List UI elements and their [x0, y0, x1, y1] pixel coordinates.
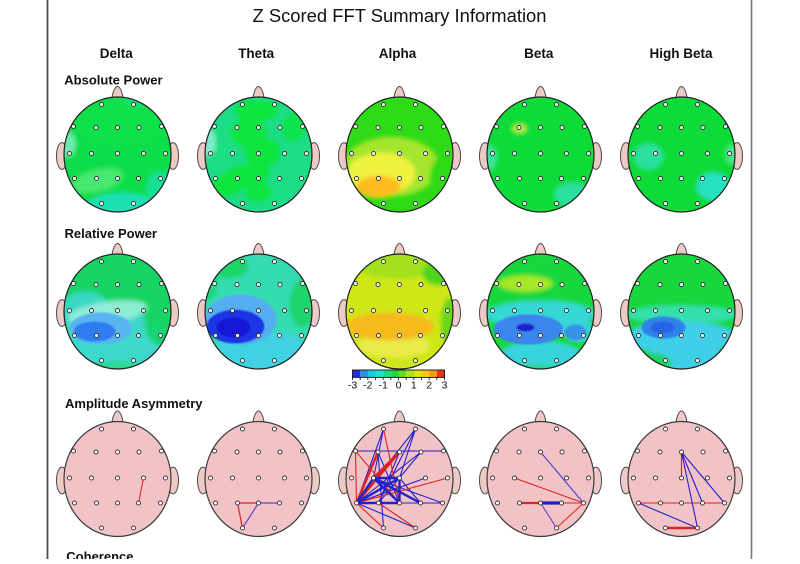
svg-text:High Beta: High Beta: [649, 46, 712, 61]
svg-text:Relative Power: Relative Power: [65, 226, 158, 241]
svg-text:2: 2: [426, 380, 432, 392]
svg-text:-2: -2: [363, 380, 372, 392]
svg-text:Amplitude Asymmetry: Amplitude Asymmetry: [65, 396, 203, 411]
svg-text:Beta: Beta: [524, 46, 554, 61]
svg-text:0: 0: [396, 380, 402, 392]
svg-text:Absolute Power: Absolute Power: [64, 73, 162, 88]
svg-text:-3: -3: [348, 380, 357, 392]
svg-text:Delta: Delta: [100, 46, 134, 61]
svg-text:Coherence: Coherence: [66, 549, 133, 559]
svg-text:Theta: Theta: [238, 46, 274, 61]
svg-text:1: 1: [411, 380, 417, 392]
svg-text:3: 3: [442, 380, 448, 392]
svg-text:-1: -1: [378, 380, 387, 392]
svg-text:Alpha: Alpha: [379, 46, 417, 61]
svg-text:Z Scored FFT Summary Informati: Z Scored FFT Summary Information: [253, 5, 547, 26]
